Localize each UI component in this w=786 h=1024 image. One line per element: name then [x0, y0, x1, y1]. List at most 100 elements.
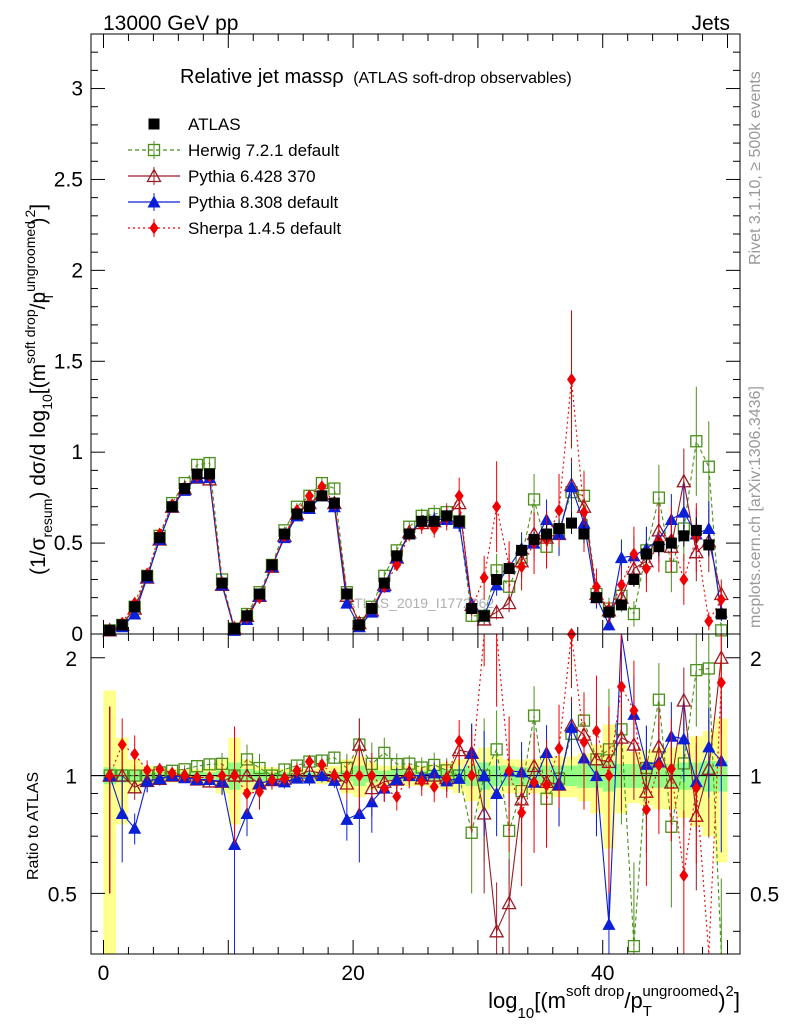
- ratio-point: [490, 743, 503, 756]
- ratio-y-tick-label-right: 1: [750, 766, 762, 789]
- data-point: [278, 528, 290, 540]
- ratio-point: [702, 662, 715, 675]
- ratio-point: [153, 772, 167, 785]
- ratio-point: [390, 773, 404, 786]
- ratio-point: [417, 774, 427, 788]
- data-point: [615, 599, 627, 611]
- ratio-point: [490, 786, 504, 799]
- ratio-y-tick-label-left: 0.5: [48, 883, 77, 906]
- data-point: [554, 503, 564, 517]
- data-point: [340, 596, 354, 609]
- data-point: [453, 515, 465, 527]
- legend-label: Pythia 8.308 default: [188, 193, 339, 212]
- data-point: [690, 435, 703, 448]
- data-point: [653, 541, 665, 553]
- legend: ATLAS Herwig 7.2.1 default Pythia 6.428 37…: [128, 115, 341, 238]
- main-y-tick-labels: 0 0.5 1 1.5 2 2.5 3: [54, 78, 83, 646]
- data-point: [641, 562, 651, 576]
- data-point: [154, 532, 166, 544]
- ratio-point: [329, 769, 339, 783]
- ratio-point: [666, 762, 676, 776]
- x-tick-label: 20: [341, 962, 364, 985]
- ratio-point: [217, 769, 227, 783]
- legend-label: Herwig 7.2.1 default: [188, 141, 339, 160]
- ratio-point: [702, 740, 716, 753]
- legend-item-herwig-7-2-1-default: Herwig 7.2.1 default: [128, 141, 339, 160]
- ratio-point: [302, 771, 316, 784]
- ratio-point: [242, 786, 252, 800]
- main-panel: ATLAS_2019_I1772062 0 0.5 1 1.5 2 2.5 3 Relati…: [22, 33, 741, 646]
- ratio-y-tick-label-left: 1: [65, 766, 77, 789]
- data-point: [603, 606, 615, 618]
- data-point: [503, 563, 515, 575]
- chart-title: Relative jet massρ (ATLAS soft-drop obse…: [180, 66, 572, 88]
- ratio-point: [105, 769, 115, 783]
- legend-marker: [148, 118, 160, 130]
- data-point: [628, 573, 640, 585]
- ratio-point: [591, 724, 601, 738]
- ratio-series-sherpa-1-4-5-default: [105, 627, 726, 955]
- ratio-point: [117, 738, 127, 752]
- data-point: [266, 559, 278, 571]
- data-point: [553, 523, 565, 535]
- ratio-point: [454, 734, 464, 748]
- data-point: [489, 604, 505, 619]
- data-point: [579, 505, 589, 519]
- data-point: [640, 548, 652, 560]
- ratio-panel: 0 20 40 0.5 0.5 1 1 2 2 Ratio to ATLAS log10[(ms…: [25, 627, 779, 1022]
- data-point: [204, 468, 216, 480]
- ratio-y-tick-label-right: 0.5: [750, 883, 779, 906]
- data-point: [492, 500, 502, 514]
- data-point: [179, 483, 191, 495]
- data-point: [565, 480, 579, 493]
- data-point: [602, 618, 616, 631]
- ratio-point: [155, 762, 165, 776]
- process-label: 13000 GeV pp: [103, 12, 238, 35]
- mcplots-label: mcplots.cern.ch [arXiv:1306.3436]: [747, 386, 764, 628]
- data-point: [702, 522, 716, 535]
- x-axis-label: log10[(msoft drop/pTungroomed)2]: [488, 983, 740, 1022]
- series-line-pythia-8-308-default: [109, 477, 722, 632]
- ratio-point: [367, 769, 377, 783]
- category-label: Jets: [691, 12, 730, 35]
- data-point: [454, 489, 464, 503]
- data-point: [466, 603, 478, 615]
- data-point: [316, 490, 328, 502]
- data-point: [678, 530, 690, 542]
- data-point: [116, 619, 128, 631]
- data-point: [378, 577, 390, 589]
- ratio-point: [529, 775, 539, 789]
- data-point: [253, 588, 265, 600]
- series-atlas: [104, 468, 727, 636]
- ratio-point: [654, 758, 664, 772]
- ratio-tick-labels: 0 20 40 0.5 0.5 1 1 2 2: [48, 648, 779, 985]
- data-point: [479, 571, 489, 585]
- data-point: [128, 607, 142, 620]
- y-tick-label: 0: [71, 623, 83, 646]
- ratio-point: [115, 806, 129, 819]
- ratio-point: [616, 680, 626, 694]
- ratio-point: [477, 769, 491, 782]
- data-point: [166, 501, 178, 513]
- ratio-point: [527, 709, 541, 722]
- data-point: [541, 528, 553, 540]
- legend-label: ATLAS: [188, 115, 241, 134]
- data-point: [391, 550, 403, 562]
- data-point: [328, 497, 340, 509]
- ratio-point: [180, 769, 190, 783]
- ratio-point: [442, 771, 452, 785]
- ratio-point: [340, 812, 354, 825]
- ratio-point: [378, 746, 391, 760]
- data-point: [291, 508, 303, 520]
- ratio-point: [230, 769, 240, 783]
- ratio-point: [130, 747, 140, 761]
- ratio-point: [429, 780, 439, 794]
- ratio-point: [489, 923, 505, 938]
- data-point: [591, 580, 601, 594]
- x-tick-label: 40: [591, 962, 614, 985]
- data-point: [614, 551, 628, 564]
- ratio-point: [542, 778, 552, 792]
- data-point: [392, 558, 402, 572]
- y-tick-label: 2.5: [54, 168, 83, 191]
